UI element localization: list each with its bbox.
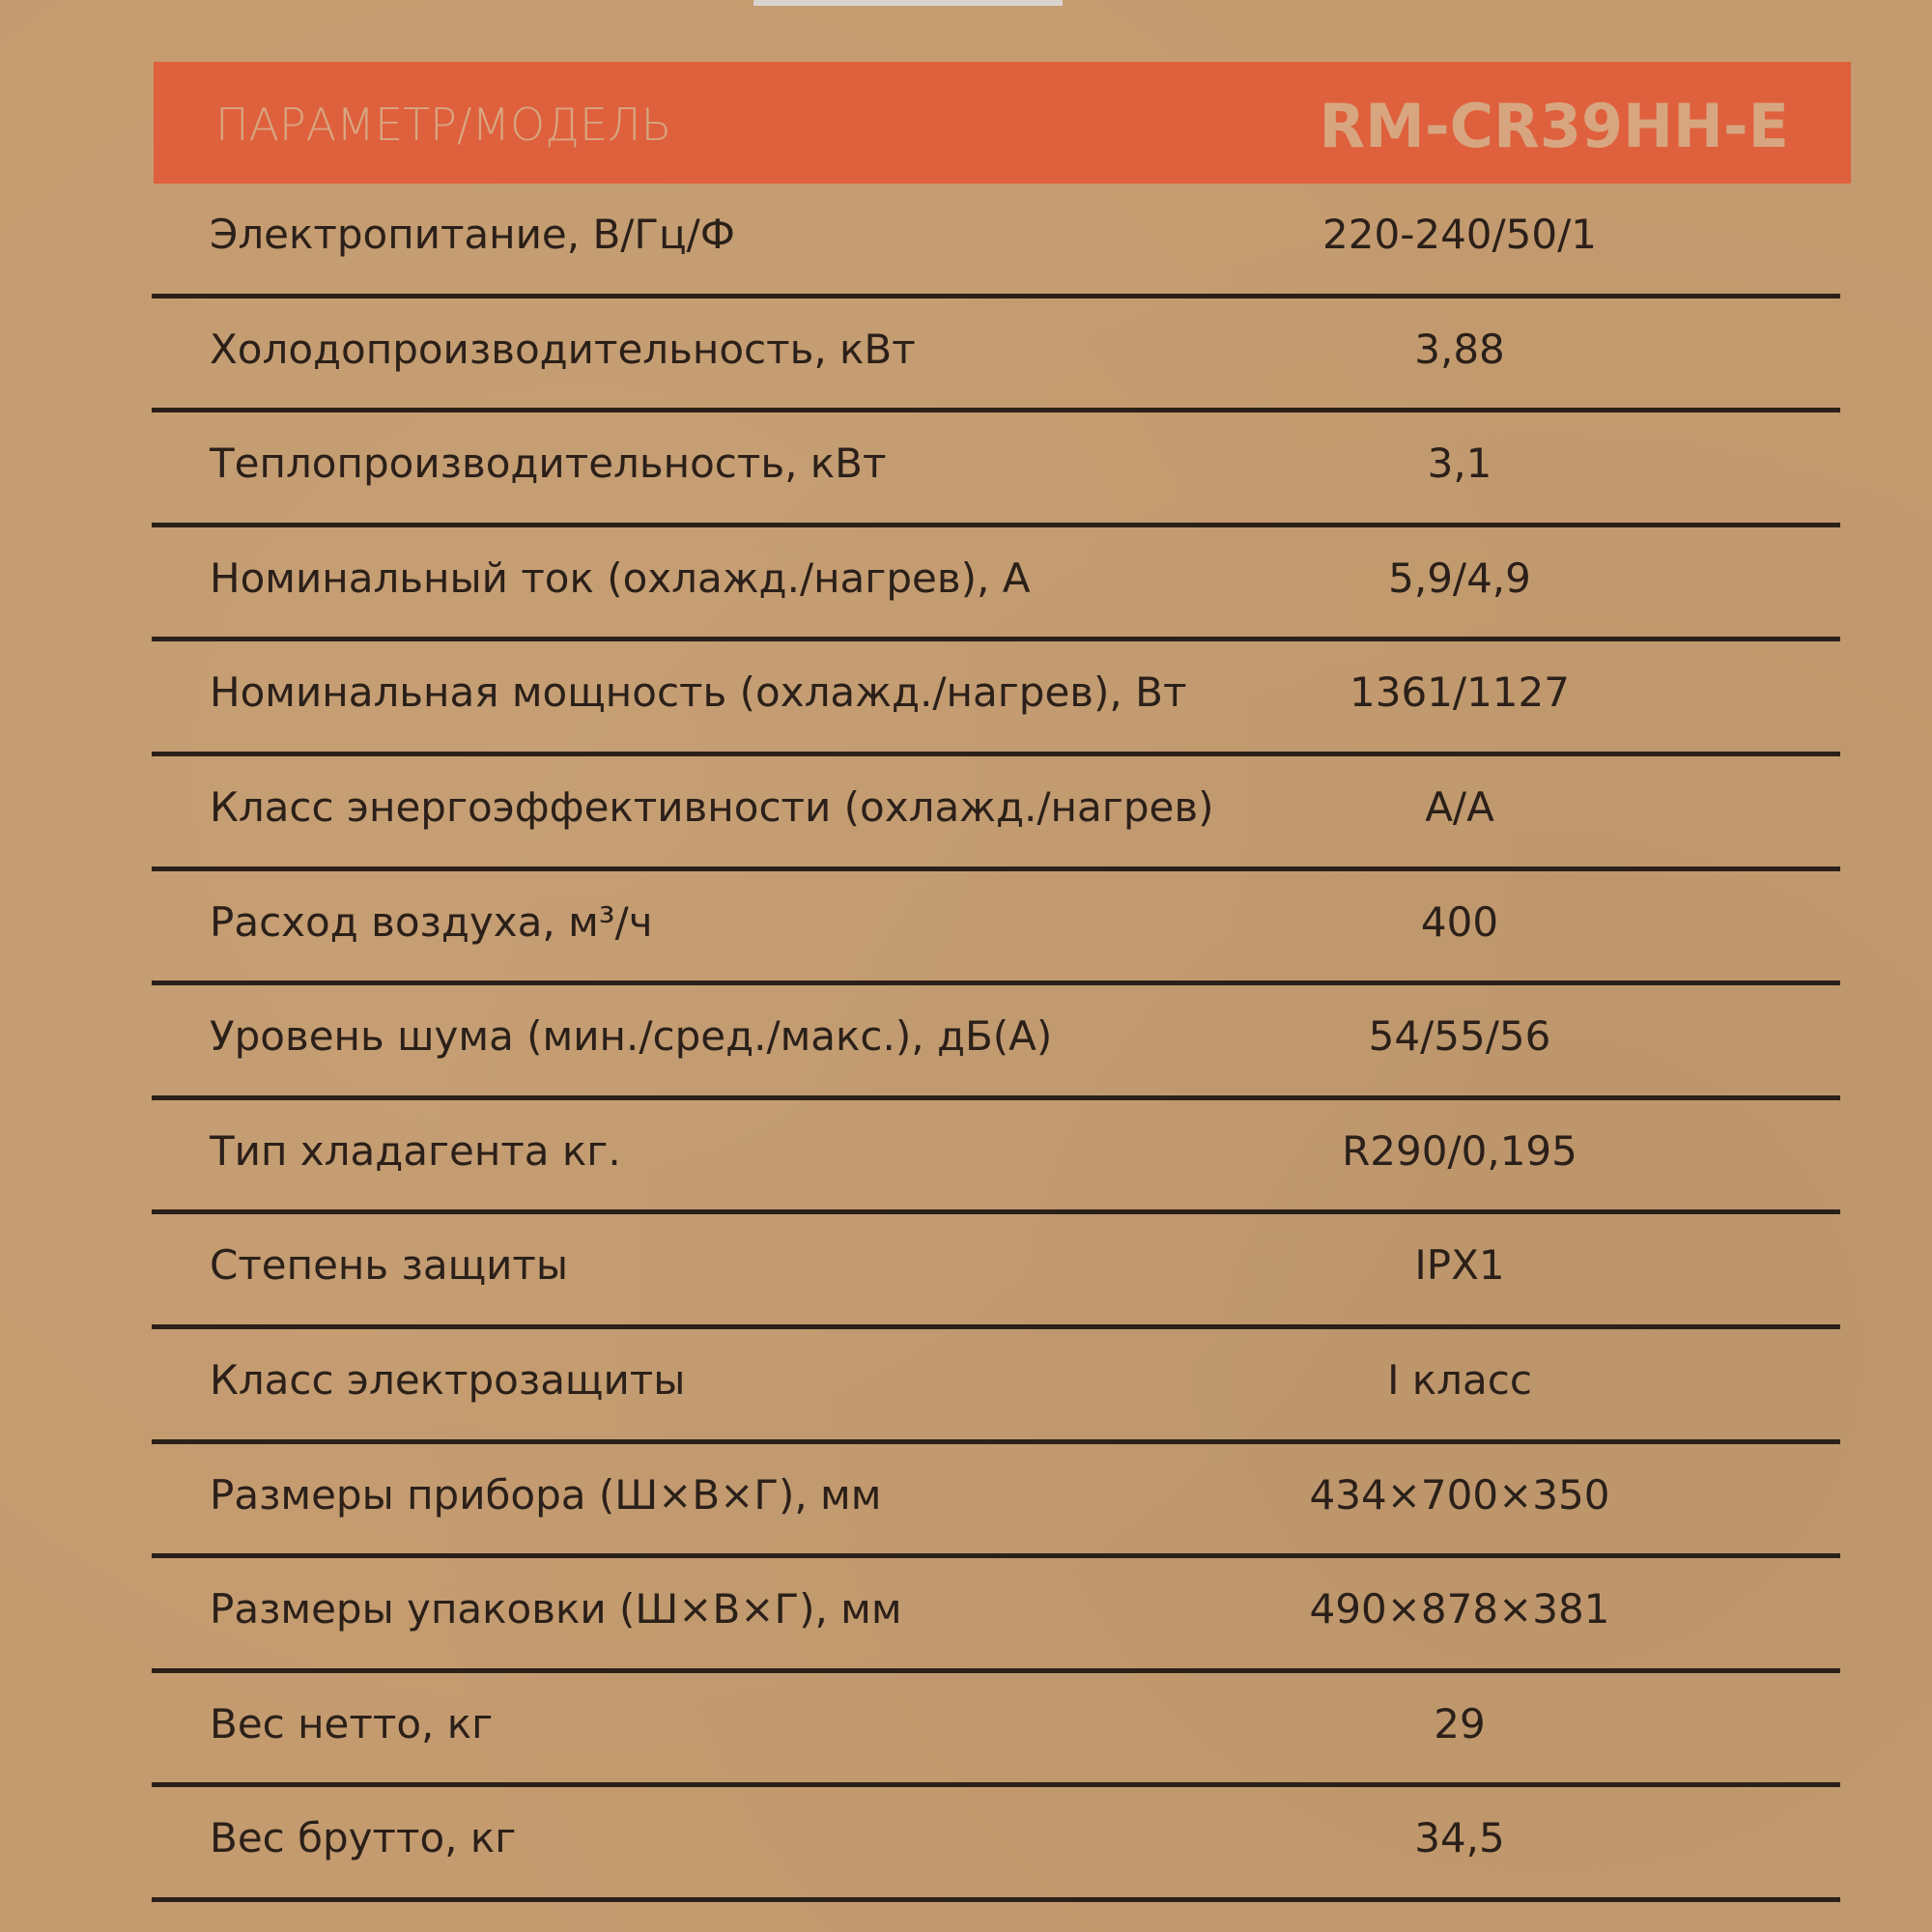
spec-value: 3,1 bbox=[1427, 440, 1492, 488]
spec-value: IPX1 bbox=[1414, 1241, 1505, 1290]
spec-row: Холодопроизводительность, кВт 3,88 bbox=[152, 298, 1840, 413]
spec-row: Номинальная мощность (охлажд./нагрев), В… bbox=[152, 641, 1840, 756]
spec-row: Размеры прибора (Ш×В×Г), мм 434×700×350 bbox=[152, 1444, 1840, 1559]
spec-value: 34,5 bbox=[1414, 1814, 1505, 1862]
spec-label: Степень защиты bbox=[210, 1241, 569, 1290]
spec-value: 400 bbox=[1420, 897, 1499, 946]
spec-row: Расход воздуха, м³/ч 400 bbox=[152, 871, 1840, 986]
spec-label: Холодопроизводительность, кВт bbox=[210, 325, 916, 373]
spec-row: Теплопроизводительность, кВт 3,1 bbox=[152, 412, 1840, 527]
spec-label: Класс электрозащиты bbox=[210, 1355, 686, 1404]
spec-value: I класс bbox=[1387, 1355, 1532, 1404]
spec-label: Размеры упаковки (Ш×В×Г), мм bbox=[210, 1585, 902, 1634]
spec-row: Размеры упаковки (Ш×В×Г), мм 490×878×381 bbox=[152, 1558, 1840, 1673]
spec-value: 490×878×381 bbox=[1309, 1585, 1610, 1634]
spec-row: Класс энергоэффективности (охлажд./нагре… bbox=[152, 756, 1840, 871]
spec-label: Вес нетто, кг bbox=[210, 1699, 494, 1747]
spec-row: Вес брутто, кг 34,5 bbox=[152, 1787, 1840, 1902]
spec-label: Тип хладагента кг. bbox=[210, 1126, 621, 1175]
spec-label: Номинальный ток (охлажд./нагрев), А bbox=[210, 554, 1031, 602]
spec-row: Вес нетто, кг 29 bbox=[152, 1673, 1840, 1788]
spec-label: Уровень шума (мин./сред./макс.), дБ(А) bbox=[210, 1012, 1053, 1061]
spec-label: Расход воздуха, м³/ч bbox=[210, 897, 653, 946]
spec-value: 3,88 bbox=[1414, 325, 1505, 373]
spec-label: Номинальная мощность (охлажд./нагрев), В… bbox=[210, 668, 1187, 717]
spec-label: Класс энергоэффективности (охлажд./нагре… bbox=[210, 782, 1214, 831]
spec-label: Электропитание, В/Гц/Ф bbox=[210, 211, 735, 258]
spec-label: Теплопроизводительность, кВт bbox=[210, 440, 887, 488]
spec-value: 434×700×350 bbox=[1309, 1470, 1610, 1519]
spec-value: 29 bbox=[1434, 1699, 1486, 1747]
spec-row: Уровень шума (мин./сред./макс.), дБ(А) 54… bbox=[152, 985, 1840, 1100]
spec-value: 1361/1127 bbox=[1350, 668, 1570, 717]
spec-row: Электропитание, В/Гц/Ф 220-240/50/1 bbox=[152, 184, 1840, 298]
model-name: RM-CR39HH-E bbox=[1319, 91, 1789, 161]
spec-row: Класс электрозащиты I класс bbox=[152, 1329, 1840, 1444]
spec-value: R290/0,195 bbox=[1342, 1126, 1577, 1175]
table-header: ПАРАМЕТР/МОДЕЛЬ RM-CR39HH-E bbox=[154, 62, 1851, 184]
spec-value: 54/55/56 bbox=[1368, 1012, 1551, 1061]
spec-label: Размеры прибора (Ш×В×Г), мм bbox=[210, 1470, 882, 1519]
spec-table: Электропитание, В/Гц/Ф 220-240/50/1 Холодо… bbox=[152, 184, 1840, 1902]
spec-row: Номинальный ток (охлажд./нагрев), А 5,9/4… bbox=[152, 527, 1840, 642]
spec-value: A/A bbox=[1425, 782, 1494, 831]
param-model-label: ПАРАМЕТР/МОДЕЛЬ bbox=[215, 99, 672, 151]
spec-row: Степень защиты IPX1 bbox=[152, 1214, 1840, 1329]
top-edge-strip bbox=[753, 0, 1063, 6]
spec-value: 220-240/50/1 bbox=[1322, 211, 1597, 258]
spec-label: Вес брутто, кг bbox=[210, 1814, 517, 1862]
spec-row: Тип хладагента кг. R290/0,195 bbox=[152, 1100, 1840, 1215]
spec-value: 5,9/4,9 bbox=[1388, 554, 1531, 602]
